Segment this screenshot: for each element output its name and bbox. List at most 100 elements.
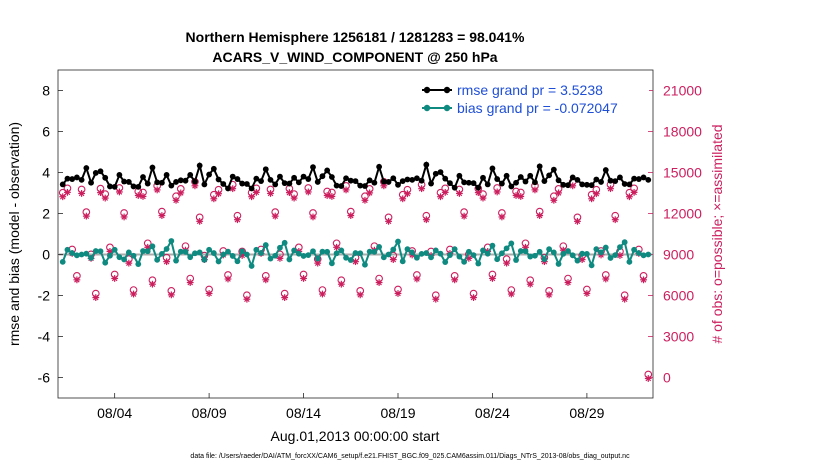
bias-point — [635, 250, 642, 256]
obs-assimilated-marker — [574, 217, 581, 225]
rmse-point — [366, 177, 373, 184]
obs-assimilated-stroke — [83, 213, 90, 219]
rmse-point — [97, 168, 104, 175]
obs-assimilated-marker — [526, 280, 534, 288]
obs-assimilated-marker — [224, 275, 232, 283]
bias-point — [262, 242, 269, 248]
obs-assimilated-marker — [92, 294, 100, 301]
y-left-tick-label--6: -6 — [38, 370, 51, 386]
obs-assimilated-stroke — [631, 189, 637, 196]
bias-point — [73, 252, 80, 259]
obs-assimilated-stroke — [612, 216, 619, 223]
obs-assimilated-marker — [337, 280, 345, 288]
x-tick-label-08/24: 08/24 — [475, 405, 510, 421]
bias-point — [423, 250, 430, 256]
bias-point — [612, 252, 619, 259]
obs-assimilated-marker — [120, 213, 128, 221]
obs-assimilated-stroke — [248, 193, 255, 200]
bias-point — [272, 252, 279, 259]
bias-point — [461, 258, 468, 265]
rmse-point — [243, 181, 250, 187]
rmse-point — [324, 167, 331, 174]
obs-assimilated-stroke — [262, 277, 269, 283]
bias-point — [480, 247, 486, 254]
bias-point — [78, 251, 85, 258]
rmse-point — [536, 163, 543, 170]
bias-point — [432, 247, 439, 254]
bias-point — [522, 248, 529, 255]
obs-assimilated-stroke — [291, 195, 297, 201]
obs-assimilated-marker — [489, 275, 496, 282]
chart-title-line-1: Northern Hemisphere 1256181 / 1281283 = … — [186, 29, 525, 45]
obs-assimilated-marker — [644, 375, 652, 382]
rmse-point — [541, 178, 548, 185]
rmse-point — [357, 182, 364, 189]
obs-assimilated-marker — [385, 217, 392, 225]
obs-assimilated-marker — [375, 279, 383, 286]
bias-point — [267, 255, 274, 262]
bias-point — [192, 250, 198, 257]
bias-point — [286, 256, 293, 263]
obs-assimilated-marker — [352, 258, 359, 266]
rmse-point — [480, 174, 486, 181]
rmse-point — [168, 182, 175, 189]
obs-assimilated-stroke — [584, 290, 590, 297]
bias-point — [328, 260, 335, 267]
rmse-point — [442, 175, 449, 182]
bias-point — [102, 259, 109, 266]
obs-assimilated-stroke — [314, 260, 321, 266]
plot-frame — [57, 69, 654, 399]
obs-assimilated-stroke — [503, 260, 510, 266]
rmse-point — [314, 179, 321, 185]
legend-bias-label: bias grand pr = -0.072047 — [457, 100, 618, 116]
bias-point — [413, 254, 420, 261]
rmse-point — [215, 176, 222, 183]
rmse-point — [461, 179, 468, 186]
obs-assimilated-stroke — [461, 213, 467, 219]
bias-point — [201, 256, 208, 263]
obs-assimilated-marker — [361, 196, 369, 204]
rmse-point — [550, 166, 557, 173]
bias-point — [626, 258, 633, 265]
bias-point — [248, 263, 255, 269]
obs-assimilated-stroke — [645, 375, 652, 382]
obs-assimilated-marker — [73, 276, 81, 284]
obs-assimilated-marker — [517, 193, 525, 200]
obs-assimilated-stroke — [140, 193, 146, 200]
rmse-point — [92, 170, 99, 176]
rmse-point — [560, 181, 567, 188]
bias-point — [338, 247, 345, 254]
rmse-point — [59, 181, 66, 188]
bias-point — [617, 244, 623, 251]
bias-point — [380, 254, 387, 261]
bias-point — [569, 252, 576, 259]
rmse-point — [206, 171, 213, 178]
obs-assimilated-marker — [300, 275, 307, 282]
obs-assimilated-marker — [422, 216, 430, 224]
obs-assimilated-marker — [290, 194, 298, 202]
bias-point — [395, 238, 401, 245]
legend-rmse-label: rmse grand pr = 3.5238 — [457, 82, 603, 98]
bias-point — [177, 248, 184, 255]
chart-title-line-2: ACARS_V_WIND_COMPONENT @ 250 hPa — [212, 49, 497, 65]
rmse-point — [371, 179, 378, 186]
bias-point — [456, 253, 463, 260]
bias-point — [281, 239, 288, 246]
rmse-point — [140, 174, 146, 180]
bias-point — [536, 248, 543, 255]
obs-assimilated-stroke — [536, 212, 543, 219]
bias-point — [588, 262, 595, 269]
rmse-point — [569, 174, 576, 181]
obs-assimilated-stroke — [343, 187, 349, 193]
y-left-tick-label-6: 6 — [42, 124, 50, 140]
bias-point — [319, 248, 326, 255]
obs-assimilated-stroke — [196, 218, 203, 225]
rmse-point — [583, 181, 590, 188]
obs-assimilated-stroke — [126, 260, 132, 266]
obs-assimilated-stroke — [352, 258, 359, 265]
x-tick-label-08/04: 08/04 — [97, 405, 132, 421]
obs-assimilated-marker — [276, 254, 284, 262]
obs-assimilated-stroke — [451, 277, 458, 283]
bias-point — [565, 248, 571, 254]
obs-assimilated-marker — [470, 294, 477, 301]
